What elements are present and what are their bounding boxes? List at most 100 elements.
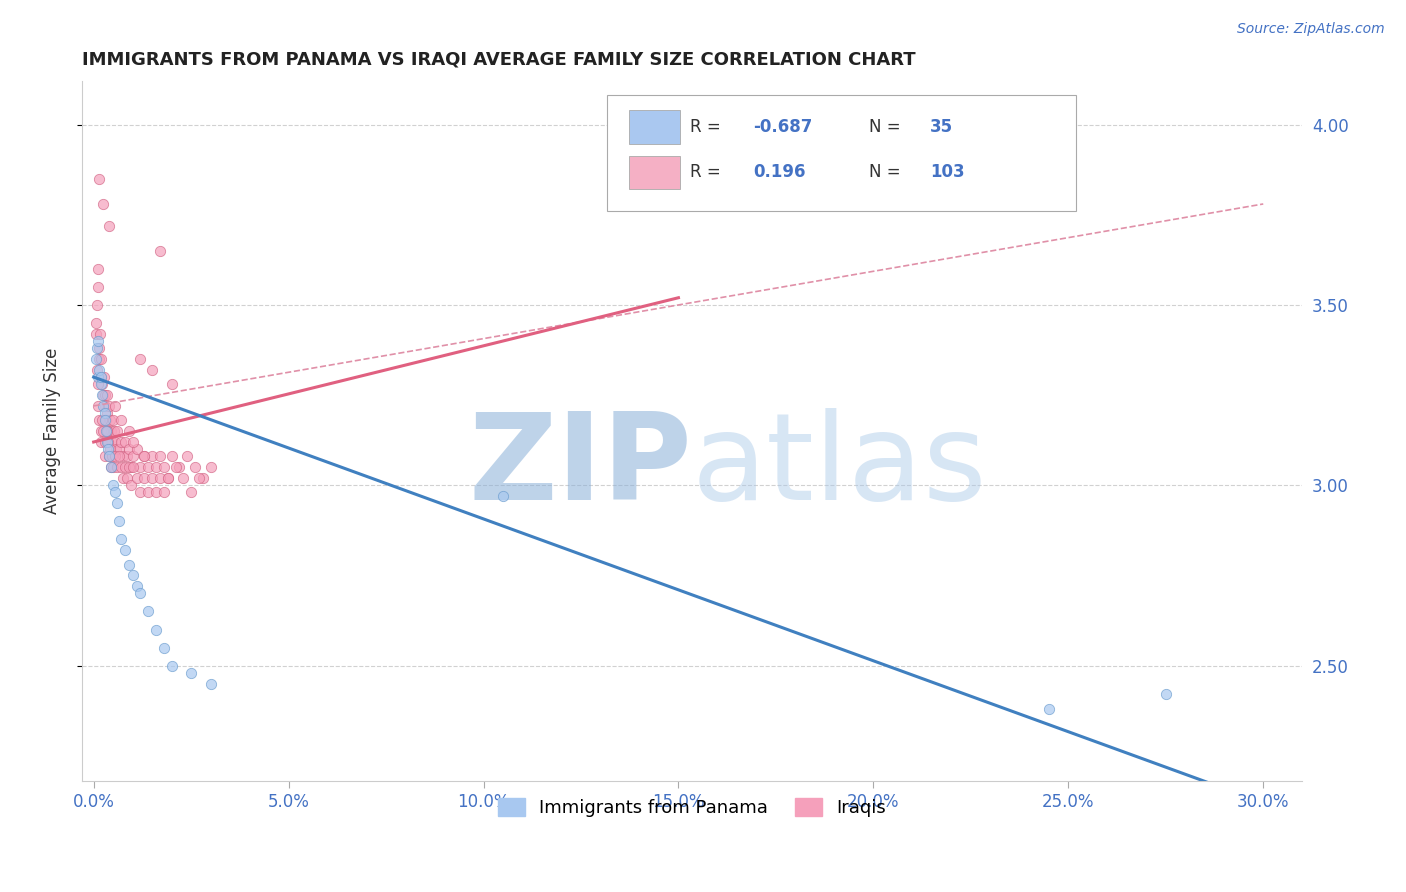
Point: [149, 471, 172, 485]
Point: [121, 568, 143, 582]
Text: IMMIGRANTS FROM PANAMA VS IRAQI AVERAGE FAMILY SIZE CORRELATION CHART: IMMIGRANTS FROM PANAMA VS IRAQI AVERAGE …: [82, 51, 915, 69]
Point: [134, 450, 156, 464]
Point: [110, 533, 132, 547]
Point: [93, 435, 115, 450]
Point: [96, 435, 118, 450]
Point: [134, 450, 156, 464]
Point: [149, 244, 172, 258]
Point: [90, 370, 112, 384]
Point: [98, 399, 121, 413]
Point: [93, 399, 115, 413]
Point: [97, 424, 120, 438]
Point: [100, 460, 122, 475]
Text: atlas: atlas: [692, 408, 987, 524]
Point: [89, 363, 111, 377]
Point: [141, 471, 163, 485]
Point: [120, 460, 142, 475]
Point: [200, 460, 222, 475]
Point: [114, 543, 136, 558]
Point: [115, 450, 138, 464]
Point: [165, 460, 187, 475]
Point: [160, 377, 183, 392]
Point: [87, 370, 110, 384]
Point: [110, 413, 132, 427]
Point: [115, 471, 138, 485]
Point: [96, 424, 118, 438]
Point: [105, 496, 128, 510]
Point: [125, 471, 148, 485]
Point: [187, 471, 209, 485]
Point: [93, 197, 115, 211]
Point: [98, 442, 121, 457]
Point: [110, 435, 132, 450]
Point: [145, 485, 167, 500]
Point: [90, 370, 112, 384]
Point: [96, 406, 118, 420]
Point: [94, 413, 117, 427]
Text: N =: N =: [869, 163, 905, 181]
Point: [90, 424, 112, 438]
Point: [121, 435, 143, 450]
Point: [180, 485, 202, 500]
Point: [1038, 702, 1060, 716]
Point: [134, 471, 156, 485]
Point: [96, 388, 118, 402]
Point: [93, 406, 115, 420]
Point: [141, 363, 163, 377]
Point: [153, 460, 176, 475]
Point: [120, 478, 142, 492]
Point: [191, 471, 214, 485]
Point: [101, 435, 124, 450]
Point: [145, 460, 167, 475]
Point: [87, 399, 110, 413]
Text: Source: ZipAtlas.com: Source: ZipAtlas.com: [1237, 22, 1385, 37]
Text: N =: N =: [869, 118, 905, 136]
Point: [108, 450, 131, 464]
Point: [118, 460, 141, 475]
Point: [105, 442, 128, 457]
Point: [136, 460, 159, 475]
Point: [121, 450, 143, 464]
Point: [93, 424, 115, 438]
Point: [160, 658, 183, 673]
Point: [156, 471, 179, 485]
Text: ZIP: ZIP: [468, 408, 692, 524]
Point: [114, 460, 136, 475]
Legend: Immigrants from Panama, Iraqis: Immigrants from Panama, Iraqis: [491, 790, 894, 824]
Point: [1154, 688, 1177, 702]
Point: [86, 316, 108, 330]
Point: [89, 171, 111, 186]
Point: [87, 352, 110, 367]
Point: [114, 435, 136, 450]
Point: [108, 514, 131, 528]
Point: [90, 352, 112, 367]
Point: [94, 388, 117, 402]
Point: [89, 326, 111, 341]
Text: R =: R =: [690, 163, 725, 181]
Point: [129, 485, 152, 500]
Point: [104, 485, 127, 500]
Point: [97, 435, 120, 450]
Point: [101, 413, 124, 427]
Point: [118, 424, 141, 438]
Point: [101, 460, 124, 475]
Point: [160, 450, 183, 464]
Text: 0.196: 0.196: [754, 163, 806, 181]
Point: [93, 388, 115, 402]
Point: [98, 450, 121, 464]
Point: [91, 377, 114, 392]
Point: [136, 605, 159, 619]
Point: [153, 640, 176, 655]
Point: [90, 435, 112, 450]
Point: [94, 424, 117, 438]
Point: [94, 450, 117, 464]
Point: [86, 334, 108, 348]
Point: [86, 341, 108, 355]
Point: [129, 460, 152, 475]
FancyBboxPatch shape: [606, 95, 1077, 211]
Point: [125, 579, 148, 593]
Point: [129, 352, 152, 367]
Point: [84, 326, 107, 341]
Point: [184, 460, 207, 475]
Point: [84, 352, 107, 367]
